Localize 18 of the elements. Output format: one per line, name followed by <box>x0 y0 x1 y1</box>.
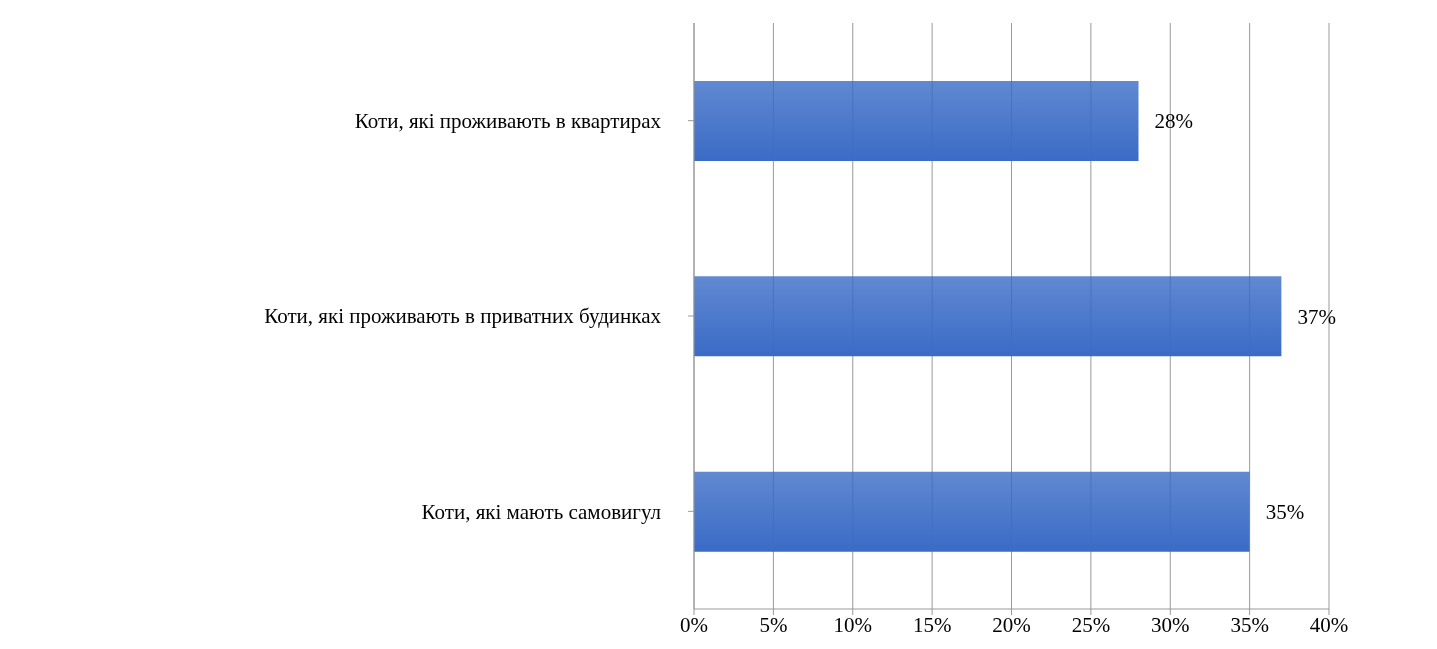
bar <box>694 471 1250 552</box>
x-tick-label: 10% <box>833 612 872 637</box>
data-label: 35% <box>1265 500 1305 525</box>
x-tick-label: 30% <box>1151 612 1190 637</box>
x-tick-label: 15% <box>912 612 952 637</box>
x-tick-label: 20% <box>992 612 1031 637</box>
y-tick-label: Коти, які мають самовигул <box>421 499 661 524</box>
y-tick-label: Коти, які проживають в приватних будинках <box>264 304 662 329</box>
data-label: 37% <box>1297 304 1336 329</box>
bar <box>694 276 1282 357</box>
bar <box>694 81 1139 161</box>
x-tick-label: 0% <box>680 612 708 637</box>
y-tick-label: Коти, які проживають в квартирах <box>354 109 662 134</box>
x-tick-label: 5% <box>759 612 788 637</box>
x-tick-label: 40% <box>1309 612 1349 637</box>
data-label: 28% <box>1154 109 1193 134</box>
x-tick-label: 25% <box>1071 612 1111 637</box>
x-tick-label: 35% <box>1230 612 1269 637</box>
